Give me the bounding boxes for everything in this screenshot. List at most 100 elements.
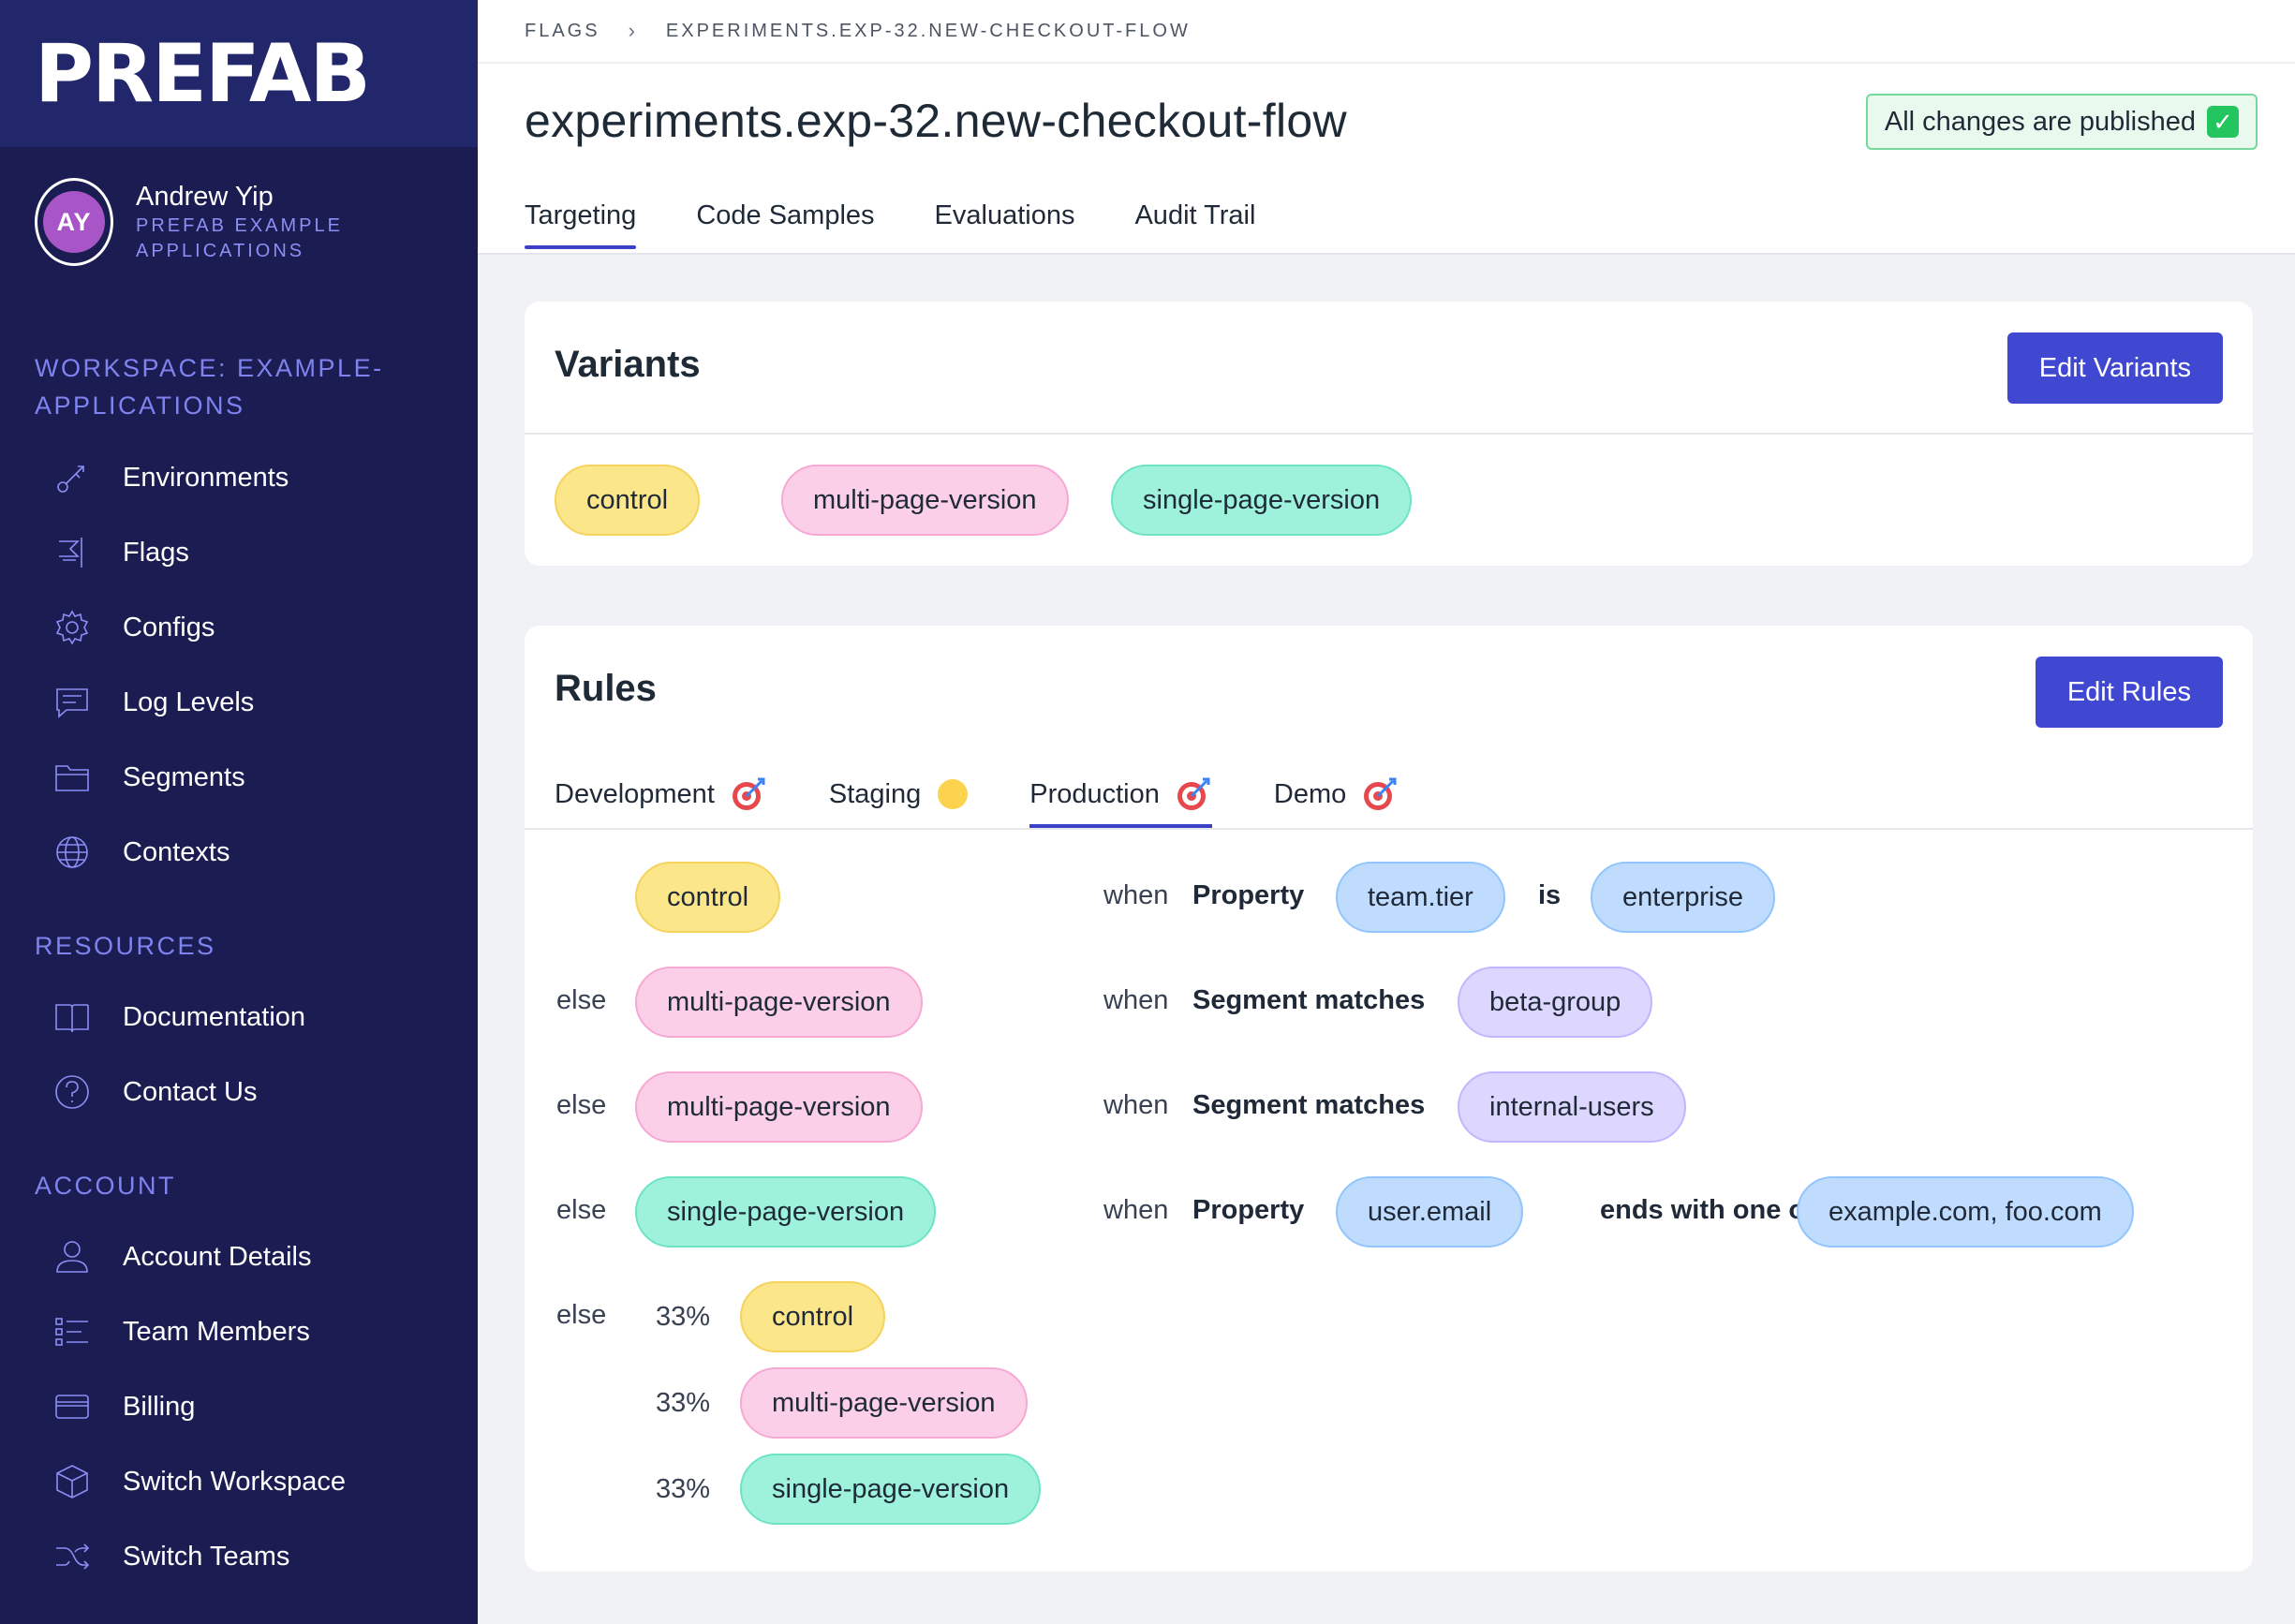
sidebar-item-label: Billing bbox=[123, 1391, 196, 1422]
chat-icon bbox=[52, 682, 93, 723]
rule-criterion: Segment matches bbox=[1192, 1090, 1426, 1120]
sidebar-item-account-details[interactable]: Account Details bbox=[52, 1229, 312, 1285]
book-icon bbox=[52, 997, 93, 1038]
split-percent: 33% bbox=[656, 1474, 711, 1504]
rule-else-label: else bbox=[556, 1300, 607, 1330]
sidebar-item-label: Configs bbox=[123, 612, 215, 642]
env-tab-label: Production bbox=[1029, 778, 1160, 809]
avatar[interactable]: AY bbox=[43, 191, 105, 253]
sidebar-item-label: Switch Workspace bbox=[123, 1466, 346, 1497]
rule-when-label: when bbox=[1103, 880, 1169, 910]
rule-else-label: else bbox=[556, 1090, 607, 1120]
question-icon bbox=[52, 1071, 93, 1113]
env-tab-development[interactable]: Development bbox=[555, 766, 767, 822]
tab-code-samples[interactable]: Code Samples bbox=[696, 200, 875, 230]
rule-segment-pill: beta-group bbox=[1458, 967, 1653, 1038]
tab-targeting[interactable]: Targeting bbox=[525, 192, 637, 252]
split-percent: 33% bbox=[656, 1302, 711, 1332]
account-section-title: ACCOUNT bbox=[35, 1172, 176, 1200]
variants-card: Variants Edit Variants control multi-pag… bbox=[525, 302, 2253, 566]
breadcrumb-current: EXPERIMENTS.EXP-32.NEW-CHECKOUT-FLOW bbox=[665, 20, 1191, 41]
rules-card: Rules Edit Rules Development Staging Pro… bbox=[525, 626, 2253, 1572]
split-variant-pill: single-page-version bbox=[740, 1454, 1042, 1525]
rule-variant-pill: multi-page-version bbox=[635, 967, 923, 1038]
environment-tabs: Development Staging Production Demo bbox=[555, 766, 1460, 828]
rule-variant-pill: single-page-version bbox=[635, 1176, 937, 1248]
prefab-logo[interactable]: PREFAB bbox=[35, 26, 371, 121]
rule-value-pill: enterprise bbox=[1591, 862, 1775, 933]
edit-rules-button[interactable]: Edit Rules bbox=[2035, 657, 2223, 728]
split-variant-pill: multi-page-version bbox=[740, 1367, 1028, 1439]
key-icon bbox=[52, 457, 93, 498]
sidebar-item-label: Log Levels bbox=[123, 687, 255, 717]
env-tab-production[interactable]: Production bbox=[1029, 766, 1212, 828]
globe-icon bbox=[52, 832, 93, 873]
page-header: FLAGS › EXPERIMENTS.EXP-32.NEW-CHECKOUT-… bbox=[478, 0, 2295, 255]
variant-pill-multi-page: multi-page-version bbox=[781, 465, 1069, 536]
user-icon bbox=[52, 1236, 93, 1277]
user-name: Andrew Yip bbox=[136, 182, 274, 212]
edit-variants-button[interactable]: Edit Variants bbox=[2006, 332, 2223, 404]
rule-operator: is bbox=[1538, 880, 1562, 910]
rule-criterion: Property bbox=[1192, 880, 1305, 910]
sidebar-item-contexts[interactable]: Contexts bbox=[52, 824, 230, 880]
env-tab-demo[interactable]: Demo bbox=[1274, 766, 1399, 822]
user-profile[interactable]: AY Andrew Yip PREFAB EXAMPLE APPLICATION… bbox=[35, 178, 361, 266]
rule-else-label: else bbox=[556, 1195, 607, 1225]
target-icon bbox=[1364, 777, 1397, 810]
tab-evaluations[interactable]: Evaluations bbox=[934, 200, 1075, 230]
sidebar-item-log-levels[interactable]: Log Levels bbox=[52, 674, 254, 731]
sidebar-item-label: Documentation bbox=[123, 1001, 306, 1032]
sidebar-item-team-members[interactable]: Team Members bbox=[52, 1304, 310, 1360]
breadcrumb: FLAGS › EXPERIMENTS.EXP-32.NEW-CHECKOUT-… bbox=[525, 19, 1191, 43]
rule-when-label: when bbox=[1103, 985, 1169, 1015]
sidebar-item-label: Contact Us bbox=[123, 1076, 258, 1107]
resources-section-title: RESOURCES bbox=[35, 932, 216, 960]
sidebar-item-segments[interactable]: Segments bbox=[52, 749, 245, 805]
env-tab-label: Demo bbox=[1273, 778, 1347, 809]
credit-card-icon bbox=[52, 1386, 93, 1427]
sidebar-item-configs[interactable]: Configs bbox=[52, 599, 215, 656]
rule-criterion: Segment matches bbox=[1192, 985, 1426, 1015]
variant-pill-control: control bbox=[555, 465, 701, 536]
sidebar-item-label: Flags bbox=[123, 537, 189, 568]
env-tab-staging[interactable]: Staging bbox=[828, 766, 969, 822]
sidebar-item-label: Account Details bbox=[123, 1241, 312, 1272]
flag-icon bbox=[52, 532, 93, 573]
rule-value-pill: example.com, foo.com bbox=[1797, 1176, 2134, 1248]
gear-icon bbox=[52, 607, 93, 648]
sidebar-item-flags[interactable]: Flags bbox=[52, 524, 189, 581]
logo-bar: PREFAB bbox=[0, 0, 478, 147]
rule-criterion: Property bbox=[1192, 1195, 1305, 1225]
status-badge: All changes are published ✓ bbox=[1865, 94, 2258, 150]
sidebar-item-contact-us[interactable]: Contact Us bbox=[52, 1064, 257, 1120]
sidebar-item-environments[interactable]: Environments bbox=[52, 450, 289, 506]
sidebar-item-billing[interactable]: Billing bbox=[52, 1379, 195, 1435]
folder-icon bbox=[52, 757, 93, 798]
target-icon bbox=[732, 777, 765, 810]
cube-icon bbox=[52, 1461, 93, 1502]
card-divider bbox=[525, 433, 2253, 435]
sidebar-item-switch-workspace[interactable]: Switch Workspace bbox=[52, 1454, 346, 1510]
sidebar-item-documentation[interactable]: Documentation bbox=[52, 989, 305, 1045]
env-tab-label: Staging bbox=[828, 778, 922, 809]
breadcrumb-flags-link[interactable]: FLAGS bbox=[525, 20, 600, 41]
rule-variant-pill: multi-page-version bbox=[635, 1071, 923, 1143]
sidebar: PREFAB AY Andrew Yip PREFAB EXAMPLE APPL… bbox=[0, 0, 478, 1624]
sidebar-item-label: Team Members bbox=[123, 1316, 310, 1347]
avatar-ring: AY bbox=[35, 178, 113, 266]
rule-when-label: when bbox=[1103, 1195, 1169, 1225]
rule-else-label: else bbox=[556, 985, 607, 1015]
sidebar-item-switch-teams[interactable]: Switch Teams bbox=[52, 1528, 289, 1585]
variant-pill-single-page: single-page-version bbox=[1111, 465, 1413, 536]
workspace-section-title: WORKSPACE: EXAMPLE-APPLICATIONS bbox=[35, 354, 384, 420]
chevron-right-icon: › bbox=[628, 19, 638, 42]
shuffle-icon bbox=[52, 1536, 93, 1577]
main-content: FLAGS › EXPERIMENTS.EXP-32.NEW-CHECKOUT-… bbox=[478, 0, 2295, 1624]
yellow-dot-icon bbox=[938, 779, 969, 809]
sidebar-item-label: Environments bbox=[123, 462, 289, 493]
breadcrumb-divider bbox=[478, 62, 2295, 64]
rule-property-pill: team.tier bbox=[1336, 862, 1505, 933]
tab-audit-trail[interactable]: Audit Trail bbox=[1134, 200, 1256, 230]
env-tab-label: Development bbox=[555, 778, 715, 809]
